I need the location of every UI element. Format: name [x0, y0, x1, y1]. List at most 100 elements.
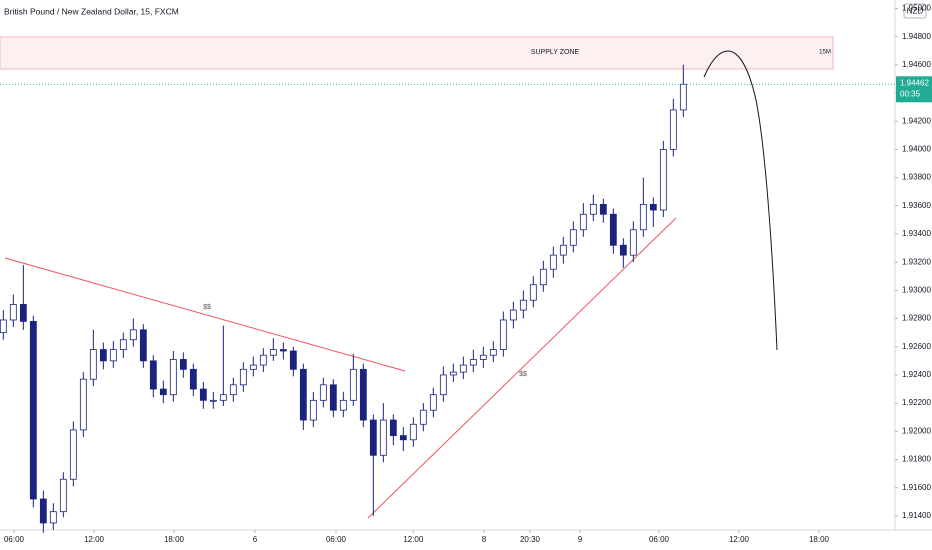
- y-tick-label: 1.91600: [902, 483, 931, 492]
- candle-body: [379, 419, 387, 456]
- candle-body: [629, 229, 637, 256]
- currency: NZD: [907, 7, 924, 16]
- x-tick-label: 8: [482, 535, 487, 544]
- candle-body: [259, 354, 267, 366]
- candle-body: [419, 409, 427, 425]
- x-tick-label: 6: [253, 535, 258, 544]
- candle-body: [499, 319, 507, 350]
- candle-body: [539, 268, 547, 286]
- candle-body: [349, 368, 357, 401]
- candle-body: [139, 329, 147, 362]
- candle-body: [609, 213, 617, 246]
- candle-body: [19, 304, 27, 322]
- candle-body: [249, 364, 257, 370]
- candle-body: [649, 203, 657, 211]
- zone-label: SUPPLY ZONE: [531, 49, 580, 56]
- candle-body: [459, 364, 467, 373]
- candle-body: [519, 299, 527, 311]
- candle-body: [209, 399, 217, 402]
- trend-line: [4, 257, 406, 372]
- candle-body: [59, 478, 67, 513]
- x-tick-label: 06:00: [649, 535, 670, 544]
- x-tick-label: 9: [578, 535, 583, 544]
- y-tick-label: 1.94000: [902, 145, 931, 154]
- candle-body: [219, 394, 227, 401]
- x-tick-label: 18:00: [164, 535, 185, 544]
- x-tick-label: 12:00: [403, 535, 424, 544]
- candle-body: [639, 203, 647, 231]
- candle-body: [109, 349, 117, 362]
- candle-body: [619, 244, 627, 256]
- candles: [0, 64, 687, 533]
- candle-body: [79, 378, 87, 431]
- y-tick-label: 1.93600: [902, 201, 931, 210]
- candle-body: [189, 368, 197, 390]
- x-tick-label: 06:00: [4, 535, 25, 544]
- candle-body: [589, 203, 597, 215]
- candle-body: [129, 329, 137, 341]
- candle-body: [329, 384, 337, 411]
- candle-body: [569, 229, 577, 246]
- candle-body: [149, 360, 157, 390]
- candle-body: [449, 371, 457, 376]
- candle-body: [599, 203, 607, 215]
- candle-body: [289, 350, 297, 370]
- candle-body: [549, 254, 557, 270]
- candle-body: [529, 284, 537, 301]
- candle-body: [269, 349, 277, 356]
- candle-body: [369, 419, 377, 456]
- y-tick-label: 1.92800: [902, 314, 931, 323]
- countdown: 00:35: [900, 89, 921, 98]
- candle-body: [579, 213, 587, 231]
- candle-body: [479, 354, 487, 360]
- candle-body: [229, 384, 237, 396]
- candle-body: [99, 349, 107, 362]
- candle-body: [159, 388, 167, 396]
- candle-body: [359, 368, 367, 421]
- y-tick-label: 1.92600: [902, 342, 931, 351]
- candle-body: [679, 83, 687, 111]
- candle-body: [239, 368, 247, 386]
- candle-body: [49, 511, 57, 524]
- annotation: $$: [519, 371, 527, 378]
- supply-zone: [0, 36, 834, 70]
- candle-body: [179, 359, 187, 370]
- y-tick-label: 1.94200: [902, 116, 931, 125]
- currency-box[interactable]: [903, 3, 927, 19]
- candle-body: [399, 435, 407, 441]
- candle-body: [559, 244, 567, 256]
- candle-body: [89, 349, 97, 380]
- y-tick-label: 1.93400: [902, 229, 931, 238]
- candle-body: [659, 149, 667, 211]
- candle-body: [389, 419, 397, 436]
- annotation: $$: [203, 304, 211, 311]
- last-price-box: [896, 76, 932, 103]
- candle-body: [429, 394, 437, 411]
- y-tick-label: 1.91400: [902, 511, 931, 520]
- trend-line: [367, 217, 677, 519]
- y-tick-label: 1.93800: [902, 173, 931, 182]
- y-tick-label: 1.91800: [902, 455, 931, 464]
- candle-body: [69, 429, 77, 480]
- candle-body: [339, 399, 347, 411]
- y-tick-label: 1.94600: [902, 60, 931, 69]
- candle-body: [439, 374, 447, 396]
- candle-body: [489, 349, 497, 356]
- candle-body: [39, 498, 47, 524]
- candle-body: [199, 388, 207, 401]
- x-tick-label: 06:00: [326, 535, 347, 544]
- y-tick-label: 1.92400: [902, 370, 931, 379]
- candle-body: [169, 359, 177, 396]
- candle-body: [509, 309, 517, 321]
- y-tick-label: 1.93000: [902, 285, 931, 294]
- chart-title: British Pound / New Zealand Dollar, 15, …: [4, 6, 179, 16]
- candle-body: [469, 359, 477, 366]
- projection-curve: [703, 50, 778, 351]
- candle-body: [669, 109, 677, 150]
- candle-body: [29, 320, 37, 500]
- candle-body: [279, 349, 287, 352]
- zone-timeframe: 15M: [819, 50, 831, 56]
- x-tick-label: 18:00: [809, 535, 830, 544]
